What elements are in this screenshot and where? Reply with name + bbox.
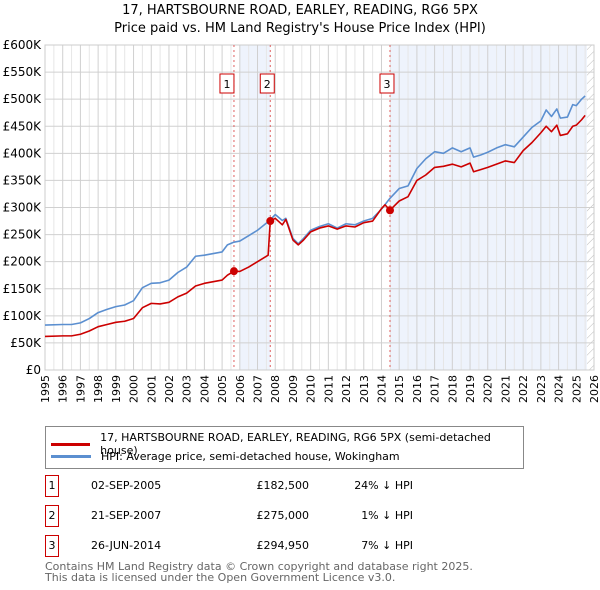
y-tick-label: £400K xyxy=(3,146,43,160)
x-tick-label: 2009 xyxy=(287,375,300,403)
x-tick-label: 2013 xyxy=(358,375,371,403)
y-tick-label: £350K xyxy=(3,173,43,187)
y-tick-label: £0 xyxy=(26,363,41,377)
y-tick-label: £550K xyxy=(3,65,43,79)
x-tick-label: 2016 xyxy=(411,375,424,403)
legend-label: HPI: Average price, semi-detached house,… xyxy=(101,450,400,463)
plot-border xyxy=(44,44,595,371)
x-tick-label: 2020 xyxy=(482,375,495,403)
sale-label-text: 3 xyxy=(383,78,390,91)
x-tick-label: 2026 xyxy=(588,375,600,403)
sale-point xyxy=(266,217,275,226)
x-tick-label: 2023 xyxy=(535,375,548,403)
sale-label-text: 2 xyxy=(264,78,271,91)
y-tick-label: £100K xyxy=(3,309,43,323)
x-tick-label: 2001 xyxy=(145,375,158,403)
sale-number-badge: 2 xyxy=(45,505,59,527)
sale-label-box xyxy=(219,73,235,94)
x-tick-label: 2022 xyxy=(517,375,530,403)
x-tick-label: 2019 xyxy=(464,375,477,403)
x-tick-label: 1996 xyxy=(57,375,70,403)
sale-number-badge: 3 xyxy=(45,535,59,557)
x-tick-label: 2024 xyxy=(553,375,566,403)
sale-label-text: 1 xyxy=(223,78,230,91)
chart-subtitle: Price paid vs. HM Land Registry's House … xyxy=(114,21,486,36)
x-tick-label: 2012 xyxy=(340,375,353,403)
x-tick-label: 1997 xyxy=(74,375,87,403)
x-tick-label: 1999 xyxy=(110,375,123,403)
x-tick-label: 2025 xyxy=(570,375,583,403)
x-tick-label: 2006 xyxy=(234,375,247,403)
x-tick-label: 2003 xyxy=(181,375,194,403)
sale-price: £275,000 xyxy=(256,509,310,522)
sale-date: 21-SEP-2007 xyxy=(91,509,162,522)
sale-date: 26-JUN-2014 xyxy=(91,539,162,552)
y-tick-label: £250K xyxy=(3,228,43,242)
x-tick-label: 1995 xyxy=(39,375,52,403)
x-tick-label: 2010 xyxy=(305,375,318,403)
footer-licence: This data is licensed under the Open Gov… xyxy=(45,571,396,584)
property-series-line xyxy=(44,114,586,338)
sale-row: 2 21-SEP-2007 £275,000 1% ↓ HPI xyxy=(45,505,525,527)
legend-swatch-blue xyxy=(51,455,91,458)
x-tick-label: 1998 xyxy=(92,375,105,403)
x-tick-label: 2021 xyxy=(499,375,512,403)
sale-point xyxy=(229,267,238,276)
x-tick-label: 2018 xyxy=(446,375,459,403)
hpi-series-line xyxy=(44,95,586,326)
sale-price: £294,950 xyxy=(256,539,310,552)
y-tick-label: £500K xyxy=(3,92,43,106)
legend-label: 17, HARTSBOURNE ROAD, EARLEY, READING, R… xyxy=(100,431,491,457)
sale-date: 02-SEP-2005 xyxy=(91,479,162,492)
x-tick-label: 2008 xyxy=(269,375,282,403)
x-tick-label: 2011 xyxy=(322,375,335,403)
legend-swatch-red xyxy=(51,442,91,446)
y-tick-label: £600K xyxy=(3,38,43,52)
chart-title: 17, HARTSBOURNE ROAD, EARLEY, READING, R… xyxy=(122,3,478,18)
sale-hpi-diff: 7% ↓ HPI xyxy=(361,539,413,552)
legend: 17, HARTSBOURNE ROAD, EARLEY, READING, R… xyxy=(45,426,524,469)
x-tick-label: 2014 xyxy=(375,375,388,403)
x-tick-label: 2017 xyxy=(429,375,442,403)
sale-label-box xyxy=(259,73,275,94)
legend-item-property: 17, HARTSBOURNE ROAD, EARLEY, READING, R… xyxy=(51,431,523,457)
x-tick-label: 2002 xyxy=(163,375,176,403)
footer-copyright: Contains HM Land Registry data © Crown c… xyxy=(45,560,473,573)
sale-row: 3 26-JUN-2014 £294,950 7% ↓ HPI xyxy=(45,535,525,557)
x-tick-label: 2015 xyxy=(393,375,406,403)
sale-row: 1 02-SEP-2005 £182,500 24% ↓ HPI xyxy=(45,475,525,497)
price-chart: 1995 1996 1997 1998 1999 2000 2001 2002 2003 2004… xyxy=(3,38,600,403)
y-tick-label: £450K xyxy=(3,119,43,133)
sale-point xyxy=(385,206,394,215)
sale-label-box xyxy=(379,73,395,94)
x-tick-label: 2004 xyxy=(198,375,211,403)
legend-item-hpi: HPI: Average price, semi-detached house,… xyxy=(51,450,400,463)
x-tick-label: 2005 xyxy=(216,375,229,403)
sale-hpi-diff: 24% ↓ HPI xyxy=(354,479,413,492)
sale-price: £182,500 xyxy=(256,479,310,492)
y-tick-label: £50K xyxy=(10,336,42,350)
sale-hpi-diff: 1% ↓ HPI xyxy=(361,509,413,522)
sale-number-badge: 1 xyxy=(45,475,59,497)
y-tick-label: £300K xyxy=(3,201,43,215)
x-tick-label: 2007 xyxy=(252,375,265,403)
y-tick-label: £200K xyxy=(3,255,43,269)
x-tick-label: 2000 xyxy=(128,375,141,403)
y-tick-label: £150K xyxy=(3,282,43,296)
